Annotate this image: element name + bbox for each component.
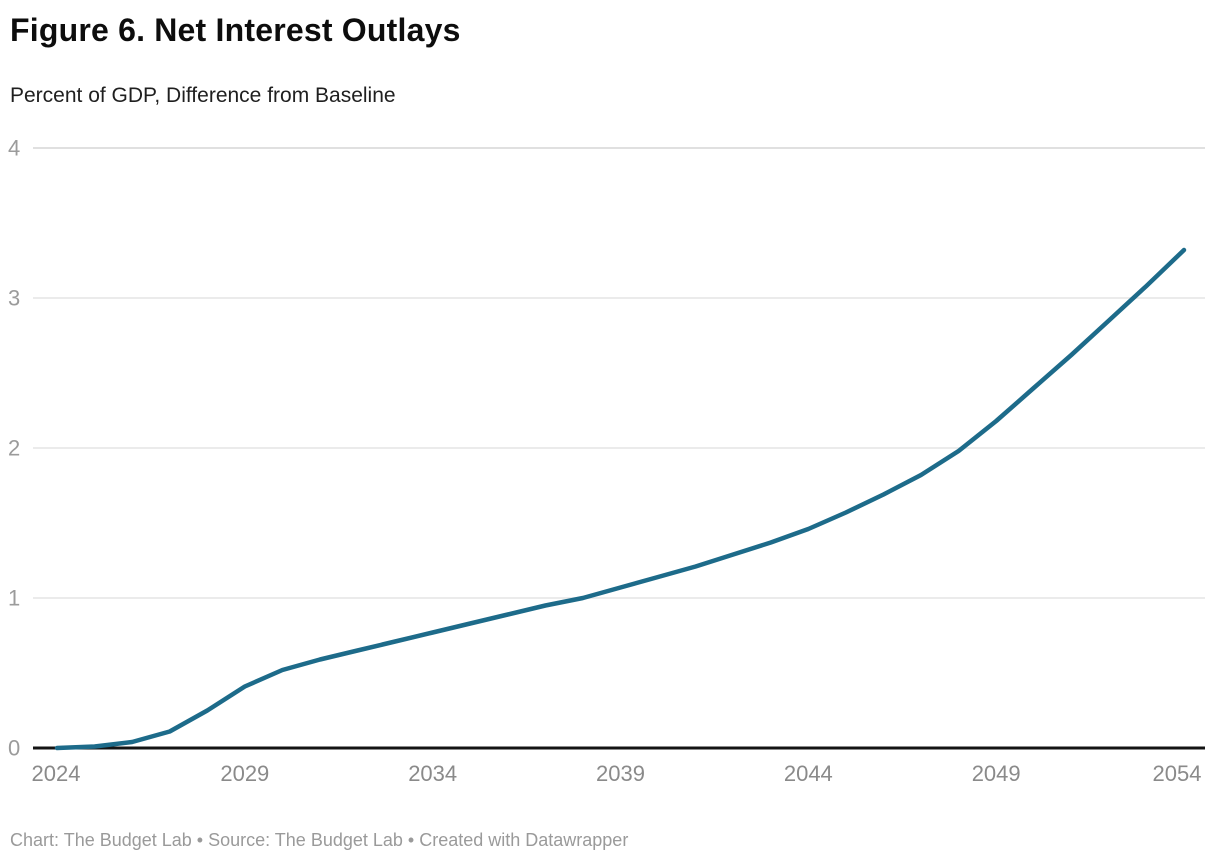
line-chart: 0 1 2 3 4 2024 2029 2034 2039 2044 2049 2054 — [8, 136, 1205, 786]
net-interest-outlays-line — [54, 247, 1187, 751]
x-tick-label: 2024 — [32, 761, 81, 786]
y-tick-label: 4 — [8, 136, 20, 161]
chart-credit: Chart: The Budget Lab • Source: The Budg… — [10, 830, 629, 850]
x-tick-label: 2049 — [972, 761, 1021, 786]
chart-subtitle: Percent of GDP, Difference from Baseline — [10, 84, 396, 107]
y-tick-label: 2 — [8, 436, 20, 461]
chart-title: Figure 6. Net Interest Outlays — [10, 12, 461, 48]
x-tick-label: 2029 — [220, 761, 269, 786]
x-tick-label: 2044 — [784, 761, 833, 786]
x-tick-label: 2039 — [596, 761, 645, 786]
x-tick-label: 2054 — [1153, 761, 1202, 786]
y-tick-label: 0 — [8, 736, 20, 761]
y-tick-label: 3 — [8, 286, 20, 311]
y-tick-label: 1 — [8, 586, 20, 611]
x-tick-label: 2034 — [408, 761, 457, 786]
